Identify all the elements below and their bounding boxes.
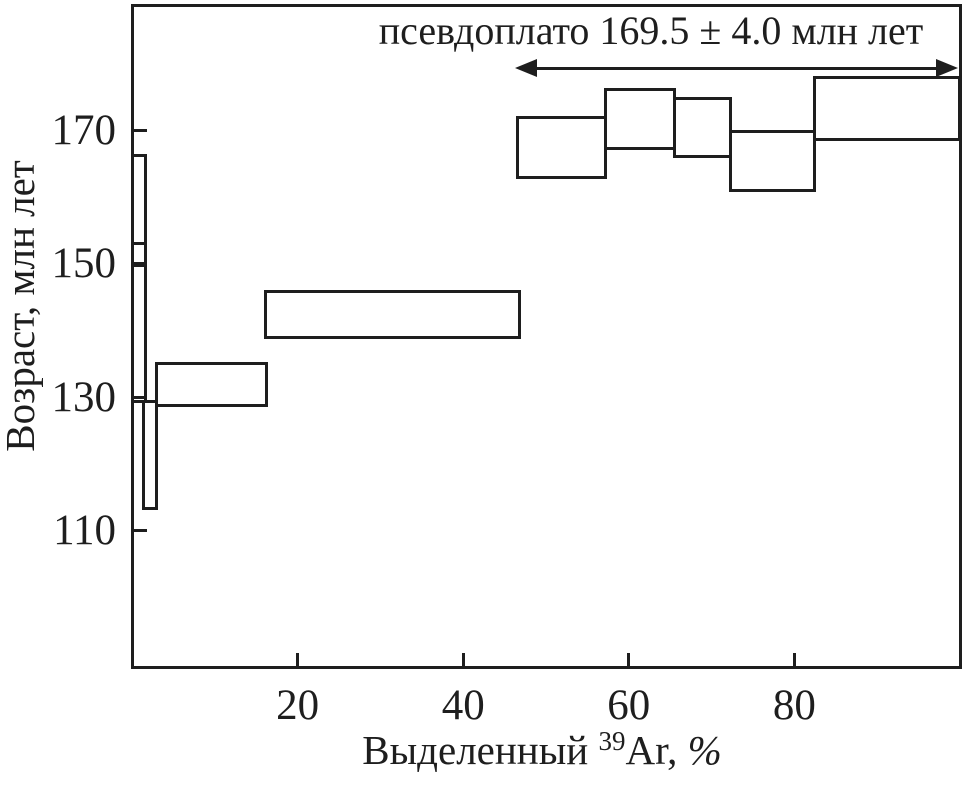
y-axis-tick-label: 170	[51, 107, 117, 154]
age-step-box	[130, 264, 147, 404]
x-axis-tick	[627, 652, 631, 666]
x-axis-tick-label: 80	[772, 682, 816, 729]
y-axis-tick	[133, 529, 147, 533]
x-axis-title-prefix: Выделенный	[362, 727, 599, 773]
isotope-mass-superscript: 39	[598, 726, 626, 756]
age-step-box	[604, 88, 676, 150]
x-axis-tick-label: 40	[441, 682, 485, 729]
y-axis-title: Возраст, млн лет	[0, 160, 43, 452]
age-step-box	[155, 362, 269, 407]
y-axis-tick	[133, 129, 147, 132]
y-axis-tick	[133, 262, 147, 266]
y-axis-tick-label: 150	[51, 240, 117, 288]
y-axis-tick-label: 110	[53, 507, 116, 555]
plateau-extent-arrow	[515, 59, 958, 78]
x-axis-title-percent: %	[687, 727, 722, 773]
age-step-box	[142, 400, 159, 510]
x-axis-tick-label: 20	[276, 682, 320, 729]
x-axis-tick	[296, 652, 300, 666]
x-axis-tick	[461, 652, 465, 666]
age-step-box	[729, 130, 816, 193]
x-axis-title: Выделенный 39Ar, %	[362, 727, 722, 773]
arrow-left-head-icon	[515, 59, 538, 77]
arrow-right-head-icon	[935, 59, 958, 77]
y-axis-tick	[133, 395, 147, 399]
age-step-box	[672, 96, 733, 158]
plot-frame	[130, 3, 962, 669]
x-axis-tick-label: 60	[607, 682, 651, 729]
age-step-box	[130, 153, 147, 245]
arrow-shaft	[531, 67, 942, 70]
x-axis-title-isotope: Ar,	[625, 727, 688, 773]
plateau-annotation: псевдоплато 169.5 ± 4.0 млн лет	[378, 8, 924, 53]
age-step-box	[812, 76, 962, 142]
x-axis-tick	[792, 652, 796, 666]
age-step-box	[516, 116, 608, 179]
y-axis-tick-label: 130	[51, 373, 117, 421]
age-step-box	[263, 290, 521, 340]
